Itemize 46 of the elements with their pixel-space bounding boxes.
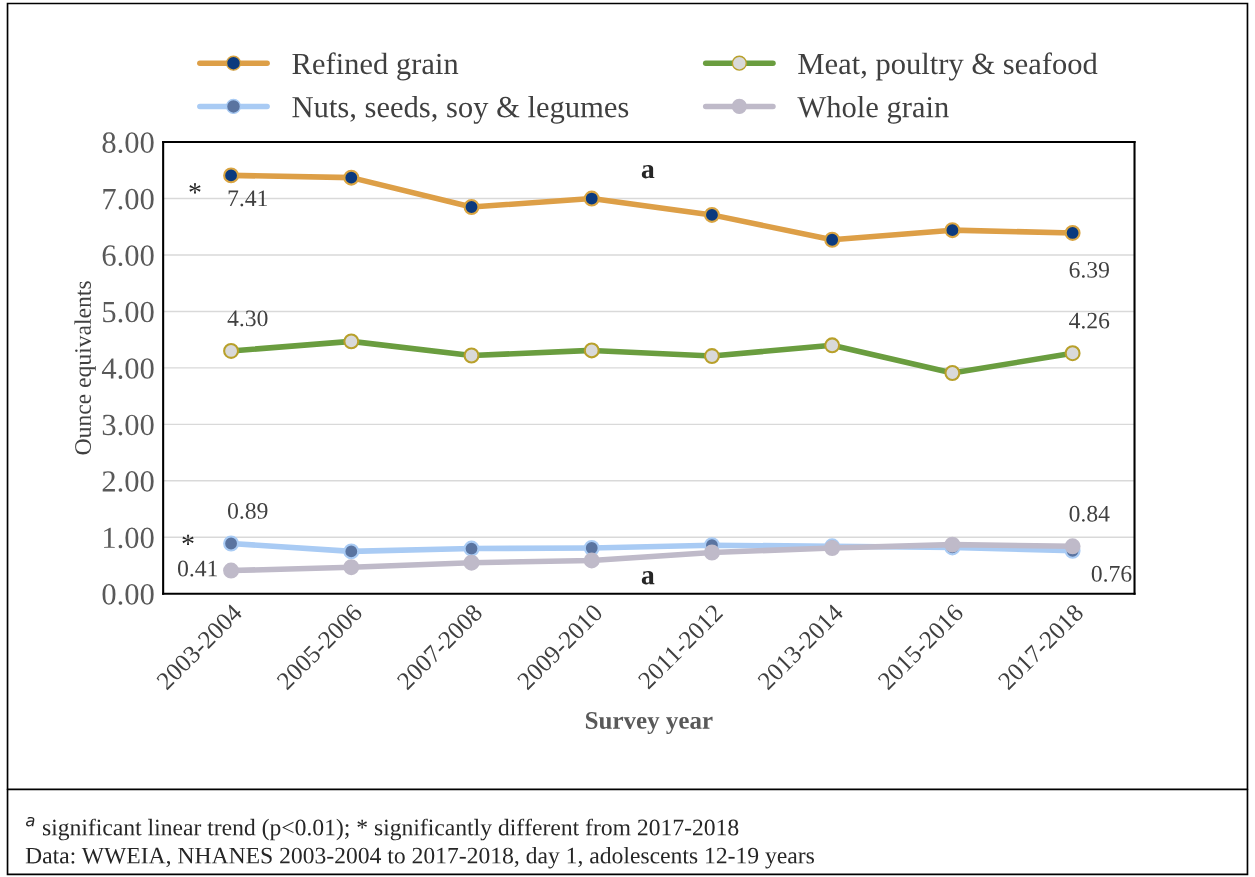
data-label: 0.76 xyxy=(1091,565,1132,582)
point xyxy=(583,552,600,569)
point xyxy=(343,559,360,576)
y-tick-label: 6.00 xyxy=(102,245,154,267)
text: $^{a}$ significant linear trend (p<0.01); * significantly different from 2017-2018 xyxy=(26,816,739,841)
data-label: 0.89 xyxy=(227,502,268,519)
data-label: 4.26 xyxy=(1069,312,1110,329)
y-tick-label: 7.00 xyxy=(103,188,154,210)
annotation: * xyxy=(189,183,201,194)
point xyxy=(1064,224,1081,241)
point xyxy=(1064,538,1081,555)
point xyxy=(944,222,961,239)
y-tick-label: 8.00 xyxy=(102,132,154,154)
legend-label: Refined grain xyxy=(292,52,459,81)
y-tick-label: 1.00 xyxy=(104,527,154,549)
legend-label: Nuts, seeds, soy & legumes xyxy=(292,95,629,124)
data-label: 4.30 xyxy=(227,310,268,327)
y-tick-label: 3.00 xyxy=(102,414,154,436)
text: Data: WWEIA, NHANES 2003-2004 to 2017-2018, day 1, adolescents 12-19 years xyxy=(25,846,814,869)
annotation: a xyxy=(641,571,655,585)
point xyxy=(703,544,720,561)
point xyxy=(463,554,480,571)
data-label: 0.84 xyxy=(1069,505,1110,522)
point xyxy=(583,190,600,207)
y-tick-label: 4.00 xyxy=(101,358,154,379)
x-axis-title: Survey year xyxy=(585,712,713,735)
point xyxy=(463,540,480,557)
y-tick-label: 0.00 xyxy=(102,584,154,605)
point xyxy=(223,535,240,552)
point xyxy=(824,231,841,248)
data-label: 6.39 xyxy=(1069,261,1109,278)
legend-label: Meat, poultry & seafood xyxy=(798,52,1098,81)
annotation: * xyxy=(182,534,194,545)
point xyxy=(223,562,240,579)
point xyxy=(343,169,360,186)
point xyxy=(223,167,240,184)
point xyxy=(463,199,480,215)
data-label: 7.41 xyxy=(228,190,267,207)
annotation: a xyxy=(641,165,655,179)
point xyxy=(343,543,360,560)
data-label: 0.41 xyxy=(177,560,217,577)
y-tick-label: 2.00 xyxy=(102,471,154,492)
y-tick-label: 5.00 xyxy=(103,301,154,323)
point xyxy=(703,206,720,223)
legend-label: Whole grain xyxy=(797,95,949,124)
y-axis-title: Ounce equivalents xyxy=(74,281,96,455)
